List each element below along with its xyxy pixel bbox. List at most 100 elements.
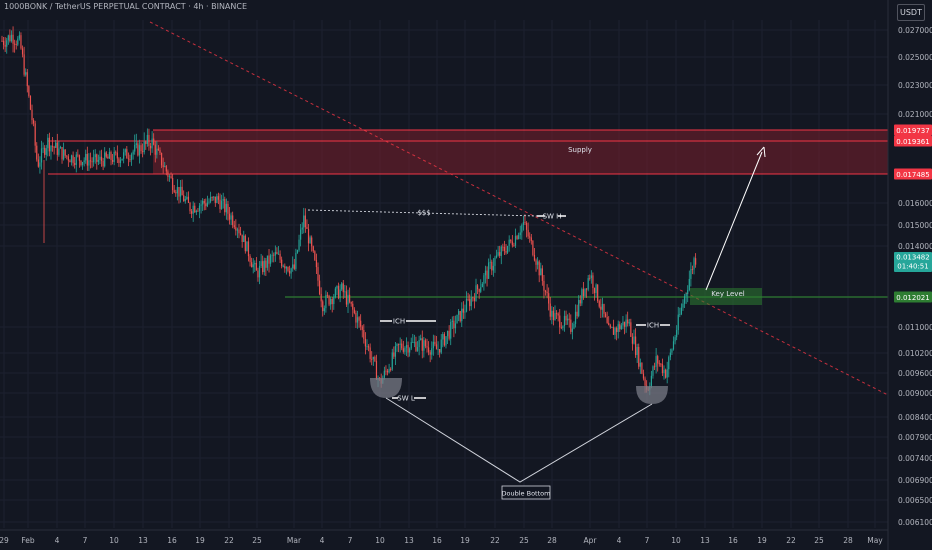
candle-body	[650, 375, 652, 387]
candle-body	[213, 196, 215, 198]
candle-body	[344, 291, 346, 293]
candle-body	[450, 321, 452, 339]
candle-body	[37, 159, 39, 167]
x-tick-label: 22	[490, 536, 500, 545]
key-level-box	[690, 288, 762, 305]
candle-body	[503, 247, 506, 251]
candle-body	[669, 352, 671, 358]
candle-body	[423, 340, 425, 351]
candle-body	[4, 44, 6, 47]
candle-body	[208, 201, 210, 203]
candle-body	[631, 336, 634, 344]
candle-body	[418, 339, 420, 348]
y-tick-label: 0.015000	[898, 221, 932, 230]
candle-body	[287, 267, 289, 271]
swing-high-label: SW H	[543, 213, 562, 221]
candle-body	[265, 260, 267, 268]
candle-body	[446, 330, 449, 337]
candle-body	[42, 147, 44, 149]
candle-body	[296, 250, 299, 253]
candle-body	[672, 341, 675, 350]
candle-body	[121, 158, 123, 161]
y-tick-label: 0.021000	[898, 110, 932, 119]
candle-body	[219, 199, 221, 210]
candle-body	[195, 210, 197, 213]
candle-body	[235, 227, 237, 231]
candle-body	[26, 72, 28, 87]
candle-body	[367, 346, 370, 348]
candle-body	[227, 203, 229, 214]
candle-body	[459, 311, 461, 322]
candle-body	[404, 347, 406, 352]
candle-body	[559, 315, 561, 328]
candle-body	[135, 143, 137, 145]
y-tick-label: 0.025000	[898, 53, 932, 62]
candle-body	[551, 310, 553, 317]
candle-body	[508, 239, 510, 246]
candle-body	[116, 152, 118, 159]
candle-body	[510, 239, 512, 242]
candle-body	[633, 336, 635, 344]
currency-selector-button[interactable]: USDT	[897, 4, 925, 21]
candle-body	[88, 160, 90, 166]
candle-body	[358, 317, 360, 321]
candle-body	[666, 369, 668, 378]
x-tick-label: 25	[519, 536, 529, 545]
candle-body	[36, 145, 38, 160]
x-tick-label: 22	[224, 536, 234, 545]
candle-body	[644, 378, 646, 386]
candle-body	[214, 196, 216, 203]
candle-body	[472, 297, 474, 299]
candle-body	[680, 307, 682, 315]
candle-body	[600, 306, 602, 310]
x-tick-label: 25	[814, 536, 824, 545]
candle-body	[153, 138, 155, 145]
candle-body	[175, 192, 177, 194]
candle-body	[83, 160, 85, 163]
candle-body	[598, 301, 600, 307]
candle-body	[690, 269, 692, 279]
candle-body	[461, 308, 463, 322]
candle-body	[345, 291, 348, 305]
candle-body	[413, 341, 415, 343]
candle-body	[612, 327, 615, 335]
candle-body	[682, 303, 684, 308]
candle-body	[331, 298, 333, 305]
candle-body	[96, 154, 98, 162]
x-tick-label: 10	[375, 536, 385, 545]
candle-body	[91, 161, 93, 163]
candle-body	[198, 205, 201, 211]
candle-body	[254, 262, 256, 265]
candle-body	[570, 319, 572, 332]
liquidity-label: $$$	[417, 209, 430, 217]
candle-body	[249, 256, 251, 263]
candle-body	[439, 349, 441, 353]
candle-body	[440, 339, 442, 353]
chart-grid	[0, 20, 888, 528]
candle-body	[246, 241, 248, 252]
candle-body	[134, 144, 136, 152]
candle-body	[247, 241, 250, 257]
candle-body	[576, 311, 578, 317]
candle-body	[497, 252, 499, 256]
candle-body	[597, 284, 599, 302]
candle-body	[279, 253, 281, 260]
candle-body	[544, 290, 547, 292]
candle-body	[298, 239, 300, 251]
x-tick-label: 13	[404, 536, 414, 545]
candle-body	[486, 270, 488, 279]
candle-body	[6, 40, 8, 47]
candle-body	[505, 250, 507, 253]
candle-body	[102, 160, 104, 167]
candle-body	[2, 40, 5, 45]
candle-body	[86, 153, 88, 166]
candle-body	[489, 261, 491, 263]
candle-body	[524, 222, 526, 223]
candle-body	[590, 275, 592, 279]
candle-body	[216, 196, 218, 203]
candle-body	[273, 254, 275, 256]
candle-body	[429, 352, 431, 355]
x-tick-label: 7	[83, 536, 88, 545]
candle-body	[189, 202, 191, 212]
